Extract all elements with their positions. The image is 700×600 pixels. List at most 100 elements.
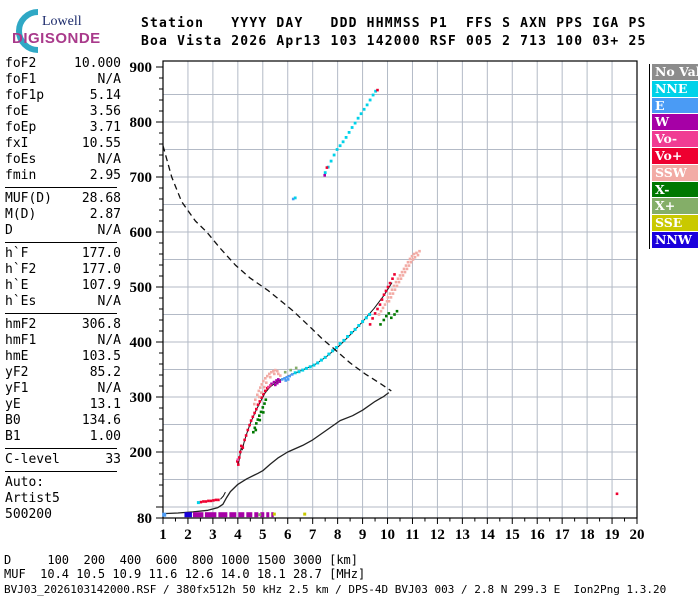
f-trace-dots-x-minus-upper [379, 309, 399, 326]
f-trace-dots-vo-plus-lower [236, 386, 269, 466]
param-label: h`E [5, 278, 29, 293]
param-value: 85.2 [89, 365, 121, 380]
param-divider [5, 471, 117, 472]
param-value: N/A [97, 152, 121, 167]
param-value: 5.14 [89, 88, 121, 103]
param-value: N/A [97, 381, 121, 396]
param-label: B0 [5, 413, 21, 428]
es-dot-x-plus [258, 513, 262, 517]
param-row-MD: M(D) 2.87 [5, 207, 121, 223]
param-label: h`F [5, 246, 29, 261]
x-tick-label: 5 [259, 527, 267, 543]
legend-item-w: W [652, 114, 698, 131]
param-label: hmF1 [5, 333, 37, 348]
param-value: N/A [97, 223, 121, 238]
f-trace-dots-ssw-upper [377, 249, 421, 316]
param-divider [5, 313, 117, 314]
e-trace-dots-vo-plus [199, 498, 220, 504]
param-row-c-level: C-level 33 [5, 452, 121, 468]
param-value: 1.00 [89, 429, 121, 444]
param-label: foF1 [5, 72, 37, 87]
echo-color-legend: No Val NNE E W Vo- Vo+ SSW X- X+ SSE NNW [649, 64, 698, 249]
param-value: 177.0 [81, 262, 121, 277]
param-value: 10.55 [81, 136, 121, 151]
param-value: N/A [97, 294, 121, 309]
param-row-yE: yE 13.1 [5, 397, 121, 413]
x-tick-label: 8 [334, 527, 342, 543]
muf-values-row: MUF 10.4 10.5 10.9 11.6 12.6 14.0 18.1 2… [4, 567, 366, 581]
x-tick-label: 18 [580, 527, 595, 543]
param-label: 500200 [5, 507, 52, 522]
param-label: fmin [5, 168, 37, 183]
x-tick-label: 20 [630, 527, 645, 543]
param-row-B0: B0 134.6 [5, 413, 121, 429]
logo-digisonde-text: DIGISONDE [12, 30, 101, 47]
f-trace-dots-ssw-lower [253, 368, 282, 406]
param-label: D [5, 223, 13, 238]
param-value: N/A [97, 72, 121, 87]
param-label: foF2 [5, 56, 37, 71]
param-row-yF1: yF1 N/A [5, 381, 121, 397]
param-row-foF2: foF2 10.000 [5, 56, 121, 72]
legend-item-x-minus: X- [652, 181, 698, 198]
param-value: 103.5 [81, 349, 121, 364]
param-row-auto: Auto: [5, 475, 121, 491]
legend-item-sse: SSE [652, 215, 698, 231]
param-value: 3.71 [89, 120, 121, 135]
y-tick-label: 80 [137, 511, 152, 527]
second-hop-dots-nne [293, 89, 377, 200]
param-label: foEs [5, 152, 37, 167]
param-label: yF1 [5, 381, 29, 396]
y-tick-label: 800 [130, 115, 153, 131]
param-value: 306.8 [81, 317, 121, 332]
x-tick-label: 3 [209, 527, 217, 543]
x-tick-label: 19 [605, 527, 620, 543]
x-tick-label: 12 [430, 527, 445, 543]
es-dots-sse [272, 512, 307, 516]
f-trace-dots-w [270, 174, 326, 387]
f-trace-line [236, 282, 393, 466]
param-label: MUF(D) [5, 191, 52, 206]
legend-item-noval: No Val [652, 64, 698, 80]
x-tick-label: 7 [309, 527, 317, 543]
f-trace-dots-x-minus-lower [252, 398, 268, 434]
param-value: 28.68 [81, 191, 121, 206]
plot-gridlines [163, 61, 637, 518]
header-line-values: Boa Vista 2026 Apr13 103 142000 RSF 005 … [141, 34, 647, 49]
param-value: 2.95 [89, 168, 121, 183]
param-row-foF1: foF1 N/A [5, 72, 121, 88]
legend-item-ssw: SSW [652, 164, 698, 181]
param-row-B1: B1 1.00 [5, 429, 121, 445]
x-tick-label: 11 [405, 527, 419, 543]
param-label: yF2 [5, 365, 29, 380]
header-line-columns: Station YYYY DAY DDD HHMMSS P1 FFS S AXN… [141, 16, 647, 31]
legend-item-nnw: NNW [652, 231, 698, 248]
param-label: B1 [5, 429, 21, 444]
lowell-digisonde-logo: Lowell DIGISONDE [6, 6, 136, 54]
topside-profile-dashed [162, 145, 392, 392]
param-row-yF2: yF2 85.2 [5, 365, 121, 381]
param-label: fxI [5, 136, 29, 151]
param-value: 2.87 [89, 207, 121, 222]
param-label: Auto: [5, 475, 45, 490]
bottomside-profile-line [162, 392, 390, 515]
x-tick-label: 16 [530, 527, 546, 543]
y-tick-label: 400 [130, 335, 153, 351]
f-trace-dots-vo-plus-upper [368, 273, 396, 326]
param-row-foEp: foEp 3.71 [5, 120, 121, 136]
param-value: N/A [97, 333, 121, 348]
x-tick-label: 2 [184, 527, 192, 543]
file-info-line: BVJ03_2026103142000.RSF / 380fx512h 50 k… [4, 583, 667, 596]
e-trace-tail-line [220, 491, 226, 500]
y-tick-label: 600 [130, 225, 153, 241]
x-tick-label: 14 [480, 527, 496, 543]
x-tick-label: 13 [455, 527, 470, 543]
x-tick-label: 9 [359, 527, 367, 543]
f-trace-dots-e-blue [280, 197, 295, 382]
param-label: hmE [5, 349, 29, 364]
x-tick-label: 17 [555, 527, 571, 543]
param-row-hmF1: hmF1 N/A [5, 333, 121, 349]
param-label: M(D) [5, 207, 37, 222]
